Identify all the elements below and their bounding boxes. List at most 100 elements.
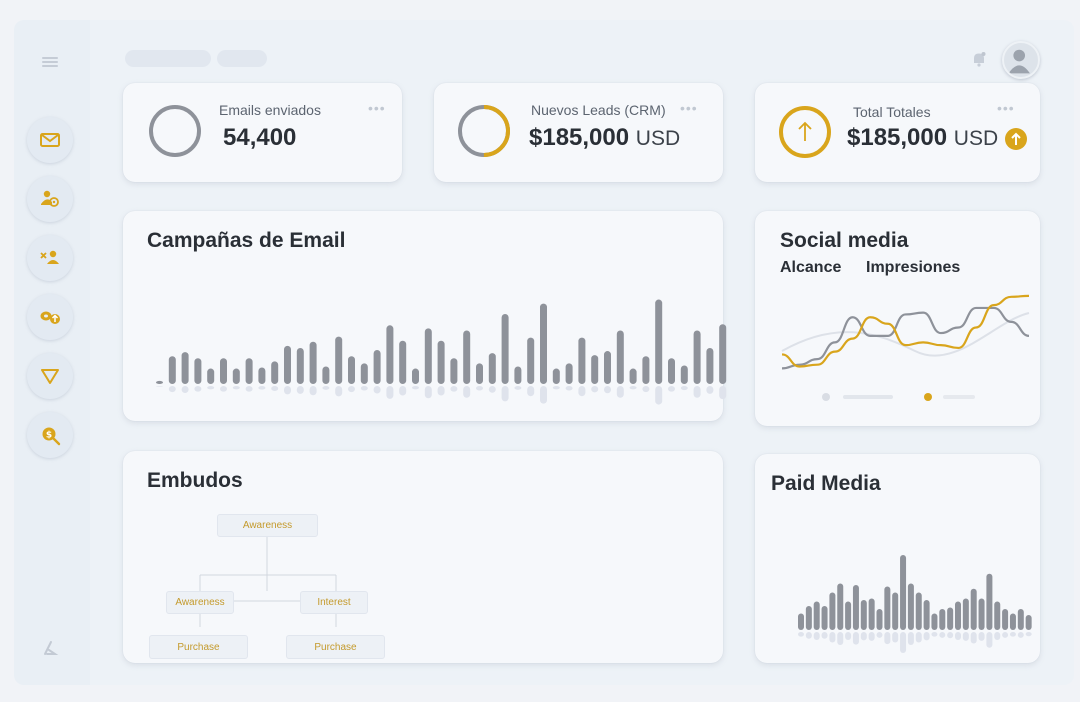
email-campaigns-bar (488, 353, 496, 384)
email-campaigns-bar (412, 368, 419, 384)
funnel-node-purchase-left[interactable]: Purchase (149, 635, 248, 659)
paid-media-bar (805, 606, 812, 630)
breadcrumb-placeholder (125, 50, 211, 67)
paid-media-bar (907, 583, 914, 630)
paid-media-bar-reflection (1009, 632, 1016, 637)
kpi-value-total: $185,000 USD (847, 124, 998, 152)
paid-media-bar (798, 613, 804, 630)
email-campaigns-bar (360, 363, 368, 384)
paid-media-bar (970, 588, 977, 630)
funnel-node-awareness-top[interactable]: Awareness (217, 514, 318, 537)
funnel-connectors (199, 537, 337, 627)
email-campaigns-bar (207, 368, 215, 384)
user-avatar-icon (1008, 49, 1030, 74)
email-campaigns-bar (680, 365, 688, 384)
email-campaigns-bar-reflection (565, 386, 573, 391)
paid-media-bar-reflection (1025, 632, 1032, 637)
email-campaigns-bar (578, 337, 586, 384)
email-campaigns-bar (296, 347, 304, 384)
email-campaigns-bar (399, 340, 407, 384)
email-campaigns-chart (156, 299, 727, 405)
more-options-icon[interactable]: ••• (997, 100, 1015, 116)
paid-media-bar (876, 609, 883, 630)
email-campaigns-bar (706, 347, 714, 384)
sidebar-item-contacts[interactable] (27, 176, 73, 222)
sidebar-item-funnels[interactable] (27, 353, 73, 399)
social-legend-placeholder (843, 395, 893, 399)
social-media-background-line (781, 312, 1030, 357)
email-campaigns-bar (245, 358, 253, 384)
paid-media-bar-reflection (821, 632, 828, 639)
email-campaigns-bar-reflection (629, 386, 637, 390)
email-campaigns-bar (437, 340, 445, 384)
sidebar-item-email[interactable] (27, 117, 73, 163)
paid-media-bar (892, 592, 899, 630)
kpi-card-emails: Emails enviados 54,400 ••• (123, 83, 402, 182)
email-campaigns-bar (668, 358, 675, 384)
kpi-card-total: Total Totales $185,000 USD ••• (755, 83, 1040, 182)
more-options-icon[interactable]: ••• (680, 100, 698, 116)
email-campaigns-bar (642, 356, 650, 384)
email-campaigns-title: Campañas de Email (147, 229, 346, 252)
paid-media-bar (868, 598, 875, 630)
funnel-node-awareness[interactable]: Awareness (166, 591, 234, 614)
email-campaigns-bar-reflection (168, 386, 176, 393)
user-avatar[interactable] (1002, 41, 1040, 79)
bell-icon[interactable] (970, 50, 988, 68)
email-campaigns-bar-reflection (194, 386, 202, 392)
funnel-node-purchase-right[interactable]: Purchase (286, 635, 385, 659)
email-campaigns-bar-reflection (501, 386, 509, 402)
email-campaigns-bar-reflection (271, 386, 279, 391)
social-media-title: Social media (780, 229, 909, 252)
dashboard-window: $ Emails enviados 54,400 ••• Nuevos Lead… (14, 20, 1074, 685)
email-campaigns-bar (719, 324, 727, 384)
email-campaigns-bar-reflection (642, 386, 650, 393)
sidebar-item-users[interactable] (27, 235, 73, 281)
sidebar-item-analytics[interactable]: $ (27, 412, 73, 458)
email-campaigns-bar-reflection (412, 386, 419, 390)
social-media-line-alcance (781, 294, 1030, 368)
contacts-settings-icon (41, 190, 59, 207)
sidebar-item-payments[interactable] (27, 294, 73, 340)
paid-media-card: Paid Media (755, 454, 1040, 663)
email-campaigns-card: Campañas de Email (123, 211, 727, 421)
kpi-label-total: Total Totales (853, 104, 931, 120)
paid-media-bar (1025, 615, 1032, 630)
theme-toggle-icon[interactable] (42, 639, 60, 657)
remove-user-icon (40, 250, 59, 264)
paid-media-bar-reflection (837, 632, 844, 646)
email-campaigns-bar-reflection (527, 386, 535, 397)
paid-media-bar-reflection (900, 632, 907, 653)
paid-media-bar-reflection (884, 632, 891, 645)
paid-media-bar-reflection (955, 632, 961, 640)
email-campaigns-bar-reflection (348, 386, 355, 393)
email-campaigns-bar (616, 330, 624, 384)
email-campaigns-bar (565, 363, 573, 384)
paid-media-bar-reflection (931, 632, 938, 637)
paid-media-bar-reflection (923, 632, 930, 641)
breadcrumb-placeholder (217, 50, 267, 67)
paid-media-bar (860, 600, 867, 630)
kpi-label-leads: Nuevos Leads (CRM) (531, 102, 666, 118)
email-campaigns-bar-reflection (399, 386, 407, 396)
funnels-title: Embudos (147, 469, 243, 492)
social-legend-placeholder (943, 395, 975, 399)
menu-icon[interactable] (42, 57, 58, 67)
paid-media-bar (1002, 609, 1009, 630)
arrow-up-icon (798, 121, 812, 141)
email-campaigns-bar (501, 313, 509, 384)
email-campaigns-bar-reflection (360, 386, 368, 391)
email-campaigns-bar-reflection (488, 386, 496, 393)
email-campaigns-bar-reflection (207, 386, 215, 390)
paid-media-bar (923, 600, 930, 630)
legend-impresiones: Impresiones (866, 259, 961, 276)
funnel-node-interest[interactable]: Interest (300, 591, 368, 614)
email-campaigns-bar-reflection (258, 386, 266, 390)
paid-media-title: Paid Media (771, 472, 881, 495)
paid-media-bar (962, 598, 969, 630)
more-options-icon[interactable]: ••• (368, 100, 386, 116)
coins-upload-icon (40, 311, 60, 324)
paid-media-bar (852, 585, 859, 630)
paid-media-bar (931, 613, 938, 630)
email-campaigns-bar-reflection (296, 386, 304, 394)
